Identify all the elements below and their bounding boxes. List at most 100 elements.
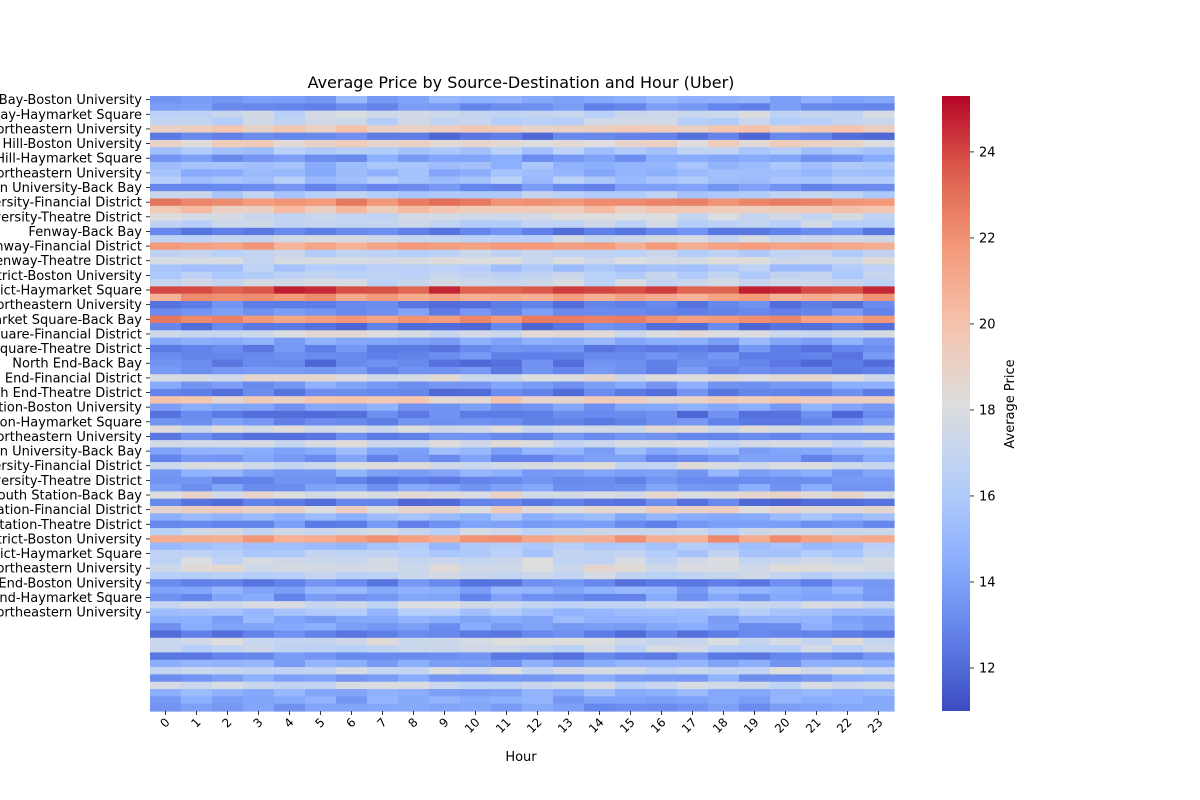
y-tick-label: North Station-Northeastern University (0, 430, 142, 445)
heatmap-cell (181, 703, 213, 712)
heatmap-cell (677, 308, 709, 317)
heatmap-cell (739, 535, 771, 544)
heatmap-cell (832, 645, 864, 654)
heatmap-cell (708, 264, 740, 273)
heatmap-cell (739, 235, 771, 244)
heatmap-cell (429, 535, 461, 544)
heatmap-cell (584, 96, 616, 104)
heatmap-cell (584, 161, 616, 170)
heatmap-cell (398, 557, 430, 566)
heatmap-cell (770, 667, 802, 675)
heatmap-cell (367, 117, 399, 126)
heatmap-cell (832, 418, 864, 427)
heatmap-cell (863, 498, 895, 507)
heatmap-cell (522, 425, 554, 434)
heatmap-cell (150, 220, 182, 229)
heatmap-cell (367, 440, 399, 449)
heatmap-cell (646, 440, 678, 449)
heatmap-cell (832, 593, 864, 602)
heatmap-cell (863, 359, 895, 368)
heatmap-cell (491, 410, 523, 419)
heatmap-cell (615, 96, 647, 104)
heatmap-cell (274, 601, 306, 610)
heatmap-cell (770, 154, 802, 163)
heatmap-cell (460, 476, 492, 485)
heatmap-cell (305, 623, 337, 632)
heatmap-cell (150, 506, 182, 514)
heatmap-cell (522, 403, 554, 412)
heatmap-cell (305, 344, 337, 353)
heatmap-cell (708, 381, 740, 390)
heatmap-cell (243, 593, 275, 602)
heatmap-cell (212, 469, 244, 478)
heatmap-cell (305, 432, 337, 441)
heatmap-cell (801, 264, 833, 273)
heatmap-cell (863, 454, 895, 463)
heatmap-cell (646, 564, 678, 573)
heatmap-cell (491, 659, 523, 668)
heatmap-cell (181, 235, 213, 244)
heatmap-cell (677, 506, 709, 514)
heatmap-cell (553, 586, 585, 595)
heatmap-cell (212, 257, 244, 265)
heatmap-cell (708, 213, 740, 222)
y-tick-label: Financial District-Northeastern Universi… (0, 298, 142, 313)
heatmap-cell (181, 491, 213, 500)
heatmap-cell (832, 279, 864, 287)
heatmap-cell (181, 506, 213, 514)
heatmap-cell (708, 198, 740, 207)
heatmap-cell (584, 293, 616, 302)
heatmap-cell (615, 667, 647, 675)
heatmap-cell (398, 388, 430, 397)
heatmap-cell (832, 308, 864, 317)
heatmap-cell (708, 359, 740, 368)
heatmap-cell (429, 469, 461, 478)
heatmap-cell (460, 110, 492, 119)
heatmap-cell (646, 322, 678, 331)
heatmap-cell (615, 198, 647, 207)
heatmap-cell (150, 139, 182, 148)
heatmap-cell (460, 242, 492, 251)
heatmap-cell (243, 125, 275, 134)
heatmap-cell (491, 257, 523, 265)
heatmap-cell (274, 674, 306, 683)
heatmap-cell (832, 147, 864, 156)
colorbar-tick-label: 24 (979, 145, 996, 160)
heatmap-cell (181, 359, 213, 368)
heatmap-cell (832, 681, 864, 690)
heatmap-cell (336, 249, 368, 258)
y-tick-label: Beacon Hill-Haymarket Square (0, 152, 142, 167)
heatmap-cell (429, 579, 461, 588)
heatmap-cell (150, 549, 182, 558)
heatmap-cell (739, 227, 771, 236)
heatmap-cell (863, 271, 895, 280)
heatmap-cell (305, 388, 337, 397)
heatmap-cell (615, 110, 647, 119)
heatmap-cell (460, 506, 492, 514)
heatmap-cell (243, 418, 275, 427)
heatmap-cell (460, 139, 492, 148)
heatmap-cell (491, 125, 523, 134)
heatmap-cell (181, 381, 213, 390)
heatmap-cell (553, 176, 585, 185)
heatmap-cell (553, 689, 585, 697)
heatmap-cell (243, 623, 275, 632)
heatmap-cell (801, 440, 833, 449)
heatmap-cell (770, 630, 802, 639)
heatmap-cell (367, 579, 399, 588)
heatmap-cell (212, 366, 244, 375)
y-tick-label: Boston University-Theatre District (0, 210, 142, 225)
heatmap-cell (181, 169, 213, 178)
heatmap-cell (150, 205, 182, 214)
heatmap-cell (336, 681, 368, 690)
heatmap-cell (212, 191, 244, 200)
heatmap-cell (305, 103, 337, 112)
heatmap-cell (522, 498, 554, 507)
y-tick-label: South Station-Theatre District (0, 518, 142, 533)
heatmap-cell (336, 403, 368, 412)
heatmap-cell (584, 352, 616, 361)
heatmap-cell (491, 601, 523, 610)
heatmap-cell (274, 117, 306, 126)
heatmap-cell (522, 689, 554, 697)
heatmap-cell (150, 154, 182, 163)
